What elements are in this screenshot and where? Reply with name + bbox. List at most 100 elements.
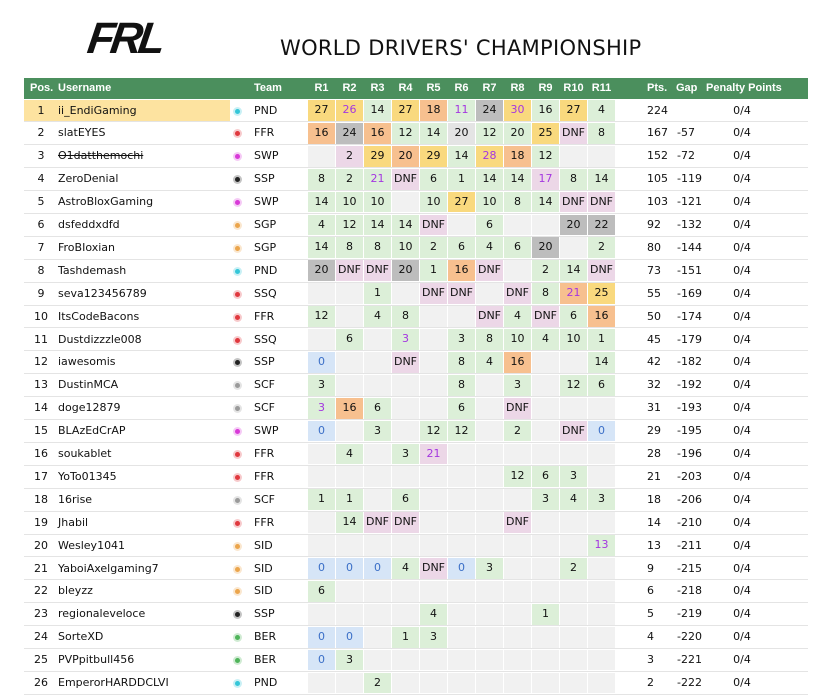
team-dot (235, 383, 240, 389)
team: SCF (254, 378, 275, 392)
username: Wesley1041 (58, 538, 126, 552)
column-header: R2 (342, 82, 357, 94)
result-cell (560, 443, 587, 465)
position: 13 (34, 378, 48, 392)
result-cell: DNF (588, 260, 615, 282)
result-cell: DNF (448, 283, 475, 305)
result-cell (476, 672, 503, 694)
result-cell (308, 535, 335, 556)
result-cell (532, 214, 559, 236)
result-cell: 8 (448, 374, 475, 396)
result-cell: 0 (448, 558, 475, 579)
result-cell: 12 (420, 420, 447, 442)
team: SSP (254, 172, 275, 186)
penalty: 0/4 (733, 676, 751, 689)
result-cell: 14 (420, 122, 447, 144)
result-cell: 3 (532, 489, 559, 511)
column-header: Team (254, 82, 282, 94)
result-cell: 1 (588, 329, 615, 350)
row (24, 649, 808, 672)
result-cell: 14 (588, 351, 615, 373)
result-cell (308, 672, 335, 694)
gap: -179 (677, 332, 702, 346)
result-cell (532, 351, 559, 373)
result-cell: 2 (364, 672, 391, 694)
points: 18 (647, 492, 661, 506)
result-cell (532, 626, 559, 648)
team: BER (254, 653, 277, 667)
row (24, 603, 808, 627)
result-cell: 12 (476, 122, 503, 144)
result-cell (476, 374, 503, 396)
result-cell: 24 (336, 122, 363, 144)
result-cell: 0 (308, 351, 335, 373)
result-cell (588, 603, 615, 625)
username: AstroBloxGaming (58, 195, 154, 209)
result-cell (420, 374, 447, 396)
result-cell (364, 580, 391, 602)
result-cell (504, 489, 531, 511)
result-cell: 0 (308, 649, 335, 671)
result-cell (420, 351, 447, 373)
username: dsfeddxdfd (58, 218, 120, 231)
result-cell (392, 649, 419, 671)
team: PND (254, 263, 278, 277)
result-cell: 1 (420, 260, 447, 282)
team-dot (235, 543, 240, 549)
result-cell (336, 351, 363, 373)
result-cell (336, 603, 363, 625)
points: 6 (647, 584, 654, 598)
result-cell: 20 (504, 122, 531, 144)
result-cell: 4 (476, 351, 503, 373)
team-dot (235, 612, 240, 618)
result-cell: 10 (392, 237, 419, 259)
result-cell: 8 (392, 306, 419, 327)
penalty: 0/4 (733, 447, 751, 460)
row (24, 214, 808, 237)
result-cell: 6 (420, 168, 447, 190)
penalty: 0/4 (733, 126, 751, 140)
result-cell: 20 (308, 260, 335, 282)
row (24, 100, 808, 123)
result-cell (308, 512, 335, 534)
position: 9 (37, 286, 45, 300)
result-cell (588, 512, 615, 534)
result-cell: 14 (364, 214, 391, 236)
result-cell (560, 672, 587, 694)
points: 5 (647, 607, 654, 621)
team-dot (235, 658, 240, 664)
position: 10 (34, 309, 48, 323)
result-cell: 6 (448, 237, 475, 259)
result-cell (420, 329, 447, 350)
gap: -206 (677, 492, 702, 506)
result-cell (560, 580, 587, 602)
result-cell: 18 (504, 145, 531, 167)
result-cell: 16 (588, 306, 615, 327)
result-cell (504, 260, 531, 282)
result-cell (336, 420, 363, 442)
result-cell (532, 580, 559, 602)
result-cell: 1 (392, 626, 419, 648)
result-cell: 4 (532, 329, 559, 350)
result-cell: DNF (504, 283, 531, 305)
position: 25 (34, 653, 48, 667)
team-dot (235, 497, 240, 503)
penalty: 0/4 (733, 286, 751, 300)
result-cell: 0 (336, 558, 363, 579)
penalty: 0/4 (733, 584, 751, 598)
penalty: 0/4 (733, 515, 751, 529)
result-cell (420, 466, 447, 488)
gap: -215 (677, 561, 702, 575)
result-cell (532, 420, 559, 442)
gap: -210 (677, 515, 702, 529)
result-cell: 14 (308, 237, 335, 259)
team: SSP (254, 355, 275, 369)
username: YoTo01345 (58, 469, 117, 483)
result-cell: 1 (448, 168, 475, 190)
username: Jhabil (58, 515, 89, 529)
result-cell: 20 (392, 145, 419, 167)
result-cell (532, 649, 559, 671)
result-cell (392, 283, 419, 305)
result-cell (364, 466, 391, 488)
result-cell (588, 649, 615, 671)
